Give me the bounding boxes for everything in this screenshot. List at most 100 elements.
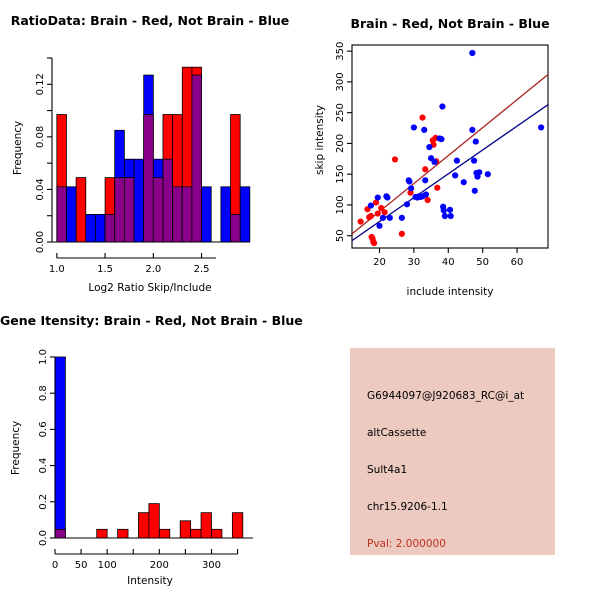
gene-bar: [117, 528, 129, 539]
scatter-fit-line: [352, 74, 548, 235]
gene-hist-body: [54, 356, 244, 539]
scatter-y-ticklabel: 350: [335, 42, 346, 61]
scatter-y-ticklabel: 250: [335, 103, 346, 122]
gene-histogram-xlabel: Intensity: [127, 575, 173, 587]
scatter-point: [372, 199, 380, 206]
gene-histogram-title: Gene Itensity: Brain - Red, Not Brain - …: [0, 313, 303, 328]
ratio-bar: [85, 213, 96, 243]
scatter-title: Brain - Red, Not Brain - Blue: [350, 16, 550, 31]
scatter-point: [471, 187, 478, 194]
ratio-y-ticklabel: 0.08: [35, 126, 46, 148]
gene-histogram-plot: 0.0 0.2 0.4 0.6 0.8 1.0 0 50 100 200 300: [38, 349, 253, 571]
gene-bar: [96, 528, 108, 539]
scatter-x-ticklabel: 50: [476, 257, 489, 268]
ratio-bar-overlap: [56, 186, 67, 243]
panel-gene-histogram: Gene Itensity: Brain - Red, Not Brain - …: [0, 300, 303, 600]
scatter-body: [352, 49, 548, 247]
ratio-bar: [95, 213, 106, 243]
scatter-point: [422, 191, 430, 198]
scatter-point: [398, 214, 405, 221]
scatter-y-ticklabel: 150: [335, 165, 346, 184]
gene-bar: [148, 503, 160, 539]
gene-x-ticklabel: 100: [98, 560, 117, 571]
gene-x-ticklabel: 0: [52, 560, 58, 571]
gene-bar: [54, 356, 66, 539]
ratio-bar-overlap: [230, 213, 241, 243]
scatter-point: [419, 114, 426, 121]
scatter-point: [370, 239, 378, 247]
scatter-point: [446, 206, 454, 213]
ratio-bar-overlap: [162, 158, 174, 243]
gene-bar: [158, 528, 171, 539]
scatter-point: [406, 178, 413, 185]
scatter-y-ticklabel: 50: [335, 229, 346, 242]
ratio-bar: [66, 186, 77, 243]
panel-scatter: Brain - Red, Not Brain - Blue 50 100 150 20…: [300, 0, 600, 300]
ratio-bar-overlap: [104, 213, 116, 243]
scatter-point: [460, 179, 467, 186]
scatter-point: [426, 144, 433, 151]
scatter-point: [379, 214, 387, 221]
ratio-bar: [75, 177, 87, 243]
gene-bar: [211, 528, 223, 539]
gene-y-ticklabel: 1.0: [38, 349, 49, 365]
scatter-point: [378, 204, 385, 212]
ratio-y-ticklabel: 0.00: [35, 231, 46, 253]
ratio-x-ticklabel: 1.5: [97, 264, 113, 275]
scatter-point: [424, 196, 431, 204]
gene-y-ticklabel: 0.6: [38, 421, 49, 437]
gene-bar: [179, 520, 192, 539]
ratio-y-ticklabel: 0.12: [35, 73, 46, 95]
scatter-point: [469, 126, 476, 133]
scatter-point: [422, 177, 429, 184]
gene-x-ticklabel: 300: [202, 560, 221, 571]
scatter-plot: 50 100 150 200 250 300 350 20 30 40 50 60: [335, 42, 549, 268]
ratio-bar-overlap: [152, 177, 164, 243]
scatter-point: [367, 202, 375, 209]
scatter-plot-box: [351, 44, 549, 249]
scatter-point: [410, 124, 417, 131]
gene-y-ticklabel: 0.4: [38, 458, 49, 474]
scatter-point: [469, 49, 476, 57]
ratio-y-ticklabel: 0.04: [35, 178, 46, 200]
info-gene-symbol: Sult4a1: [367, 464, 408, 476]
gene-y-ticklabel: 0.8: [38, 385, 49, 401]
scatter-point: [538, 124, 545, 131]
ratio-bar-overlap: [143, 114, 154, 243]
ratio-bar-overlap: [123, 177, 135, 243]
ratio-x-ticklabel: 1.0: [49, 264, 65, 275]
gene-bar: [231, 512, 244, 539]
scatter-point: [439, 103, 446, 110]
scatter-point: [384, 194, 391, 201]
scatter-x-ticklabel: 60: [511, 257, 524, 268]
gene-histogram-ylabel: Frequency: [10, 420, 22, 475]
info-locus: chr15.9206-1.1: [367, 501, 448, 513]
scatter-point: [374, 194, 381, 201]
scatter-y-ticklabel: 100: [335, 195, 346, 214]
gene-info-panel: G6944097@J920683_RC@i_at altCassette Sul…: [350, 348, 555, 555]
gene-bar-overlap: [54, 528, 66, 539]
scatter-point: [367, 212, 375, 220]
scatter-point: [374, 210, 381, 217]
ratio-hist-body: [56, 66, 251, 243]
scatter-point: [440, 207, 447, 214]
ratio-bar: [220, 186, 231, 243]
scatter-x-ticklabel: 30: [408, 257, 421, 268]
ratio-bar-overlap: [172, 186, 183, 243]
scatter-xlabel: include intensity: [406, 286, 494, 298]
gene-x-ticklabel: 50: [75, 560, 88, 571]
ratio-bar-overlap: [181, 186, 193, 243]
scatter-point: [408, 185, 415, 192]
ratio-bar: [239, 186, 251, 243]
scatter-point: [403, 201, 411, 208]
gene-y-ticklabel: 0.0: [38, 530, 49, 546]
ratio-histogram-ylabel: Frequency: [12, 120, 24, 175]
scatter-point: [438, 136, 445, 143]
scatter-point: [422, 166, 429, 173]
scatter-point: [431, 158, 438, 165]
ratio-bar: [201, 186, 212, 243]
gene-bar: [138, 512, 150, 539]
info-pval: Pval: 2.000000: [367, 538, 446, 550]
scatter-point: [391, 156, 399, 163]
